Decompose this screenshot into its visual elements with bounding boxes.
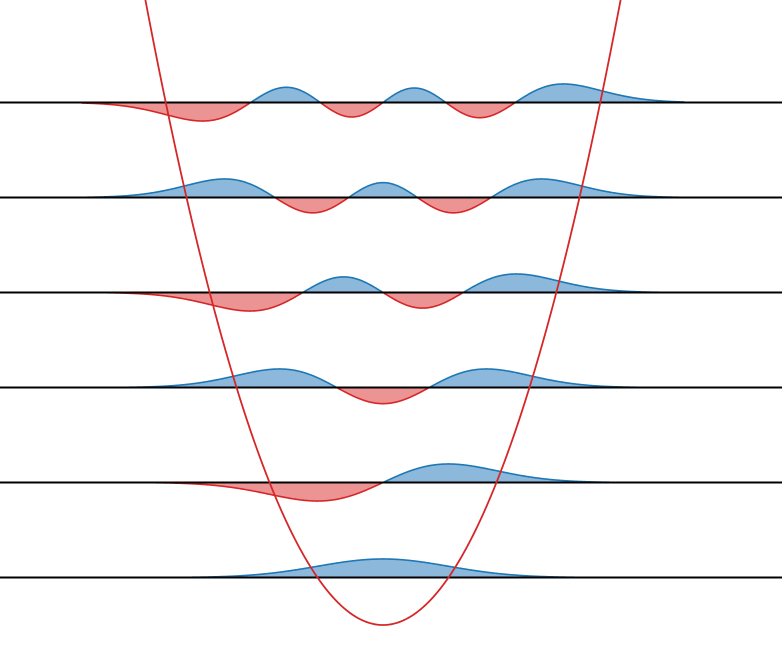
wavefunction-outline-n4-4	[490, 178, 685, 199]
wavefunction-lobe-n2-1-negative	[336, 387, 430, 404]
wavefunction-lobe-n3-3-positive	[463, 273, 685, 293]
wavefunction-outline-n3-1	[302, 276, 384, 294]
wavefunction-lobe-n5-1-positive	[250, 87, 321, 103]
wavefunction-lobe-n5-0-negative	[81, 102, 251, 122]
wavefunction-lobe-n2-2-positive	[429, 368, 685, 388]
potential-curve-group	[144, 0, 622, 626]
wavefunction-lobe-n2-0-positive	[81, 368, 337, 388]
wavefunction-lobe-n3-0-negative	[81, 292, 303, 312]
wavefunction-lobe-n4-3-negative	[417, 197, 492, 213]
potential-curve	[144, 0, 622, 626]
wavefunction-outline-n5-2	[319, 101, 384, 118]
wavefunction-outline-n4-1	[274, 196, 350, 214]
wavefunction-lobe-n1-1-positive	[383, 463, 685, 483]
wavefunction-lobe-n1-0-negative	[81, 482, 383, 502]
wavefunction-lobe-n3-2-negative	[383, 292, 464, 309]
wavefunction-fills	[81, 83, 685, 578]
energy-baselines	[0, 101, 782, 579]
wavefunction-outline-n5-5	[514, 83, 685, 104]
wavefunction-outline-n5-3	[382, 87, 447, 104]
wavefunction-lobe-n4-2-positive	[348, 182, 418, 198]
wavefunction-lobe-n0-0-positive	[81, 558, 685, 578]
wavefunction-outline-n3-2	[382, 291, 464, 309]
wavefunction-outline-n4-3	[416, 196, 492, 214]
wavefunction-lobe-n5-2-negative	[320, 102, 383, 117]
wavefunction-lobe-n5-5-positive	[515, 83, 685, 103]
wavefunction-lobe-n3-1-positive	[302, 276, 383, 293]
wavefunction-outline-n2-1	[336, 386, 430, 405]
wavefunction-lobe-n5-3-positive	[383, 88, 446, 103]
wavefunction-lobe-n4-1-negative	[274, 197, 349, 213]
wavefunction-outline-n4-2	[348, 181, 418, 199]
wavefunction-outline-n5-0	[81, 101, 252, 122]
wavefunction-outline-n5-4	[445, 101, 516, 119]
wavefunction-outline-n5-1	[250, 86, 321, 104]
wavefunction-outlines	[81, 83, 685, 579]
wavefunction-lobe-n5-4-negative	[445, 102, 516, 118]
wavefunction-outline-n4-0	[81, 178, 276, 199]
